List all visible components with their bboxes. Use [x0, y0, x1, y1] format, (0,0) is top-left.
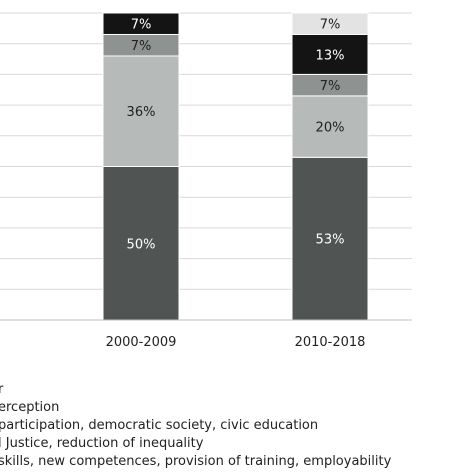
bar-segment	[102, 12, 180, 35]
data-label: 13%	[316, 48, 345, 63]
data-label: 20%	[316, 121, 345, 136]
data-label: 7%	[320, 79, 341, 94]
x-axis-labels: 2000-2009 2010-2018	[106, 335, 366, 350]
bar-segment	[291, 12, 369, 35]
data-label: 53%	[316, 233, 345, 248]
data-label: 7%	[131, 18, 152, 33]
data-label: 36%	[127, 105, 156, 120]
bars: 50% 36% 7% 7% 53% 20% 7% 13% 7%	[0, 12, 412, 321]
x-tick-label: 2000-2009	[106, 335, 177, 350]
bar-segment	[102, 55, 180, 167]
bar-segment	[291, 95, 369, 158]
data-label: 50%	[127, 237, 156, 252]
bar-segment	[102, 166, 180, 321]
data-label: 7%	[131, 39, 152, 54]
data-label: 7%	[320, 18, 341, 33]
bar-segment	[291, 33, 369, 75]
x-tick-label: 2010-2018	[295, 335, 366, 350]
